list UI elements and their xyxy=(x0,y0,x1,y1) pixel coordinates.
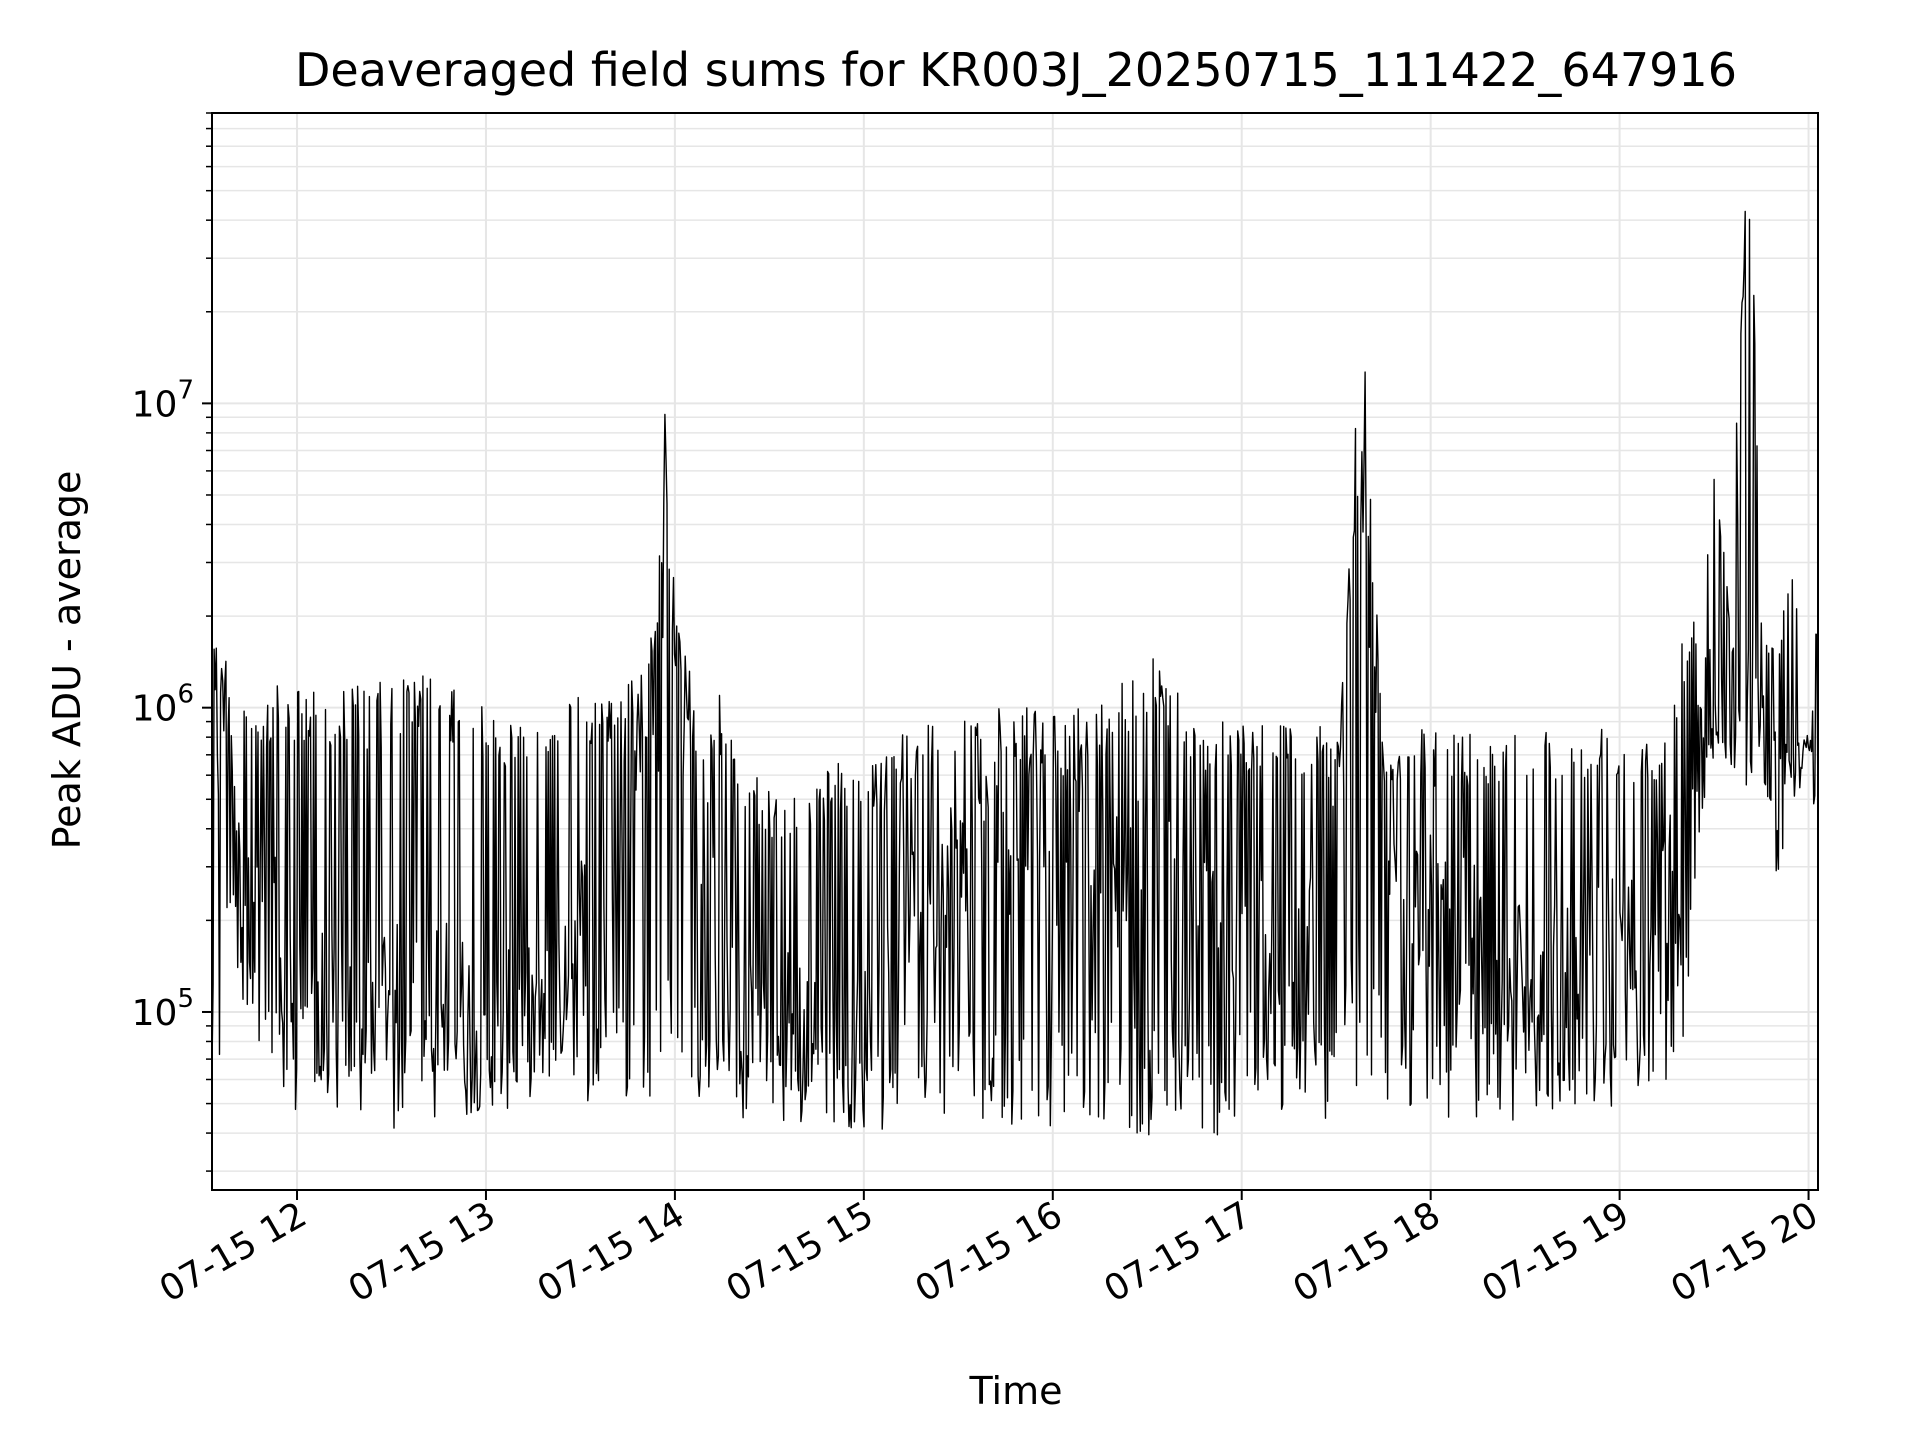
y-tick-base: 10 xyxy=(132,689,178,730)
y-tick-exponent: 7 xyxy=(177,375,194,405)
y-axis-label: Peak ADU - average xyxy=(45,471,89,850)
y-tick-exponent: 5 xyxy=(177,984,194,1014)
x-axis-label: Time xyxy=(969,1369,1063,1413)
chart-title: Deaveraged field sums for KR003J_2025071… xyxy=(295,43,1737,97)
y-tick-base: 10 xyxy=(132,384,178,425)
y-tick-exponent: 6 xyxy=(177,680,194,710)
y-tick-base: 10 xyxy=(132,993,178,1034)
